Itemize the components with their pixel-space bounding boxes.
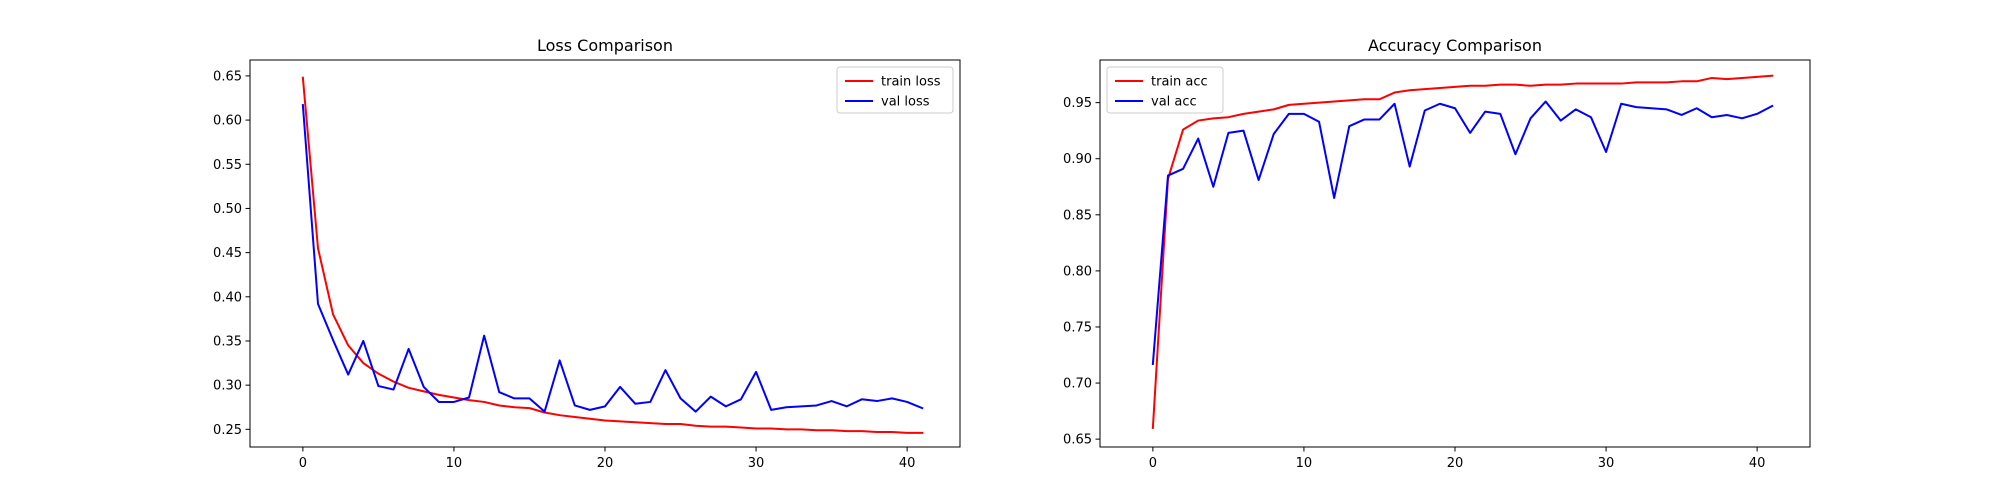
chart-1-xtick-label: 10 xyxy=(446,456,463,471)
chart-1-ytick-label: 0.25 xyxy=(213,423,242,438)
chart-1-ytick-label: 0.50 xyxy=(213,202,242,217)
chart-2: Accuracy Comparison 0 10 20 30 40 0.65 0.70 0.75… xyxy=(1063,36,1811,471)
chart-2-legend-label: val acc xyxy=(1151,95,1197,110)
chart-1-xtick-label: 0 xyxy=(299,456,307,471)
chart-1-ytick-label: 0.65 xyxy=(213,69,242,84)
chart-1-legend-label: val loss xyxy=(881,95,930,110)
chart-1-ytick-label: 0.40 xyxy=(213,290,242,305)
chart-2-series-val-acc-line xyxy=(1151,100,1774,366)
chart-2-xtick-label: 30 xyxy=(1598,456,1615,471)
chart-1-xtick-label: 30 xyxy=(748,456,765,471)
chart-1-xtick-label: 40 xyxy=(899,456,916,471)
chart-1: Loss Comparison 0 10 20 30 40 0.25 0.30 0.35 0.40… xyxy=(213,36,961,471)
chart-1-title: Loss Comparison xyxy=(537,36,673,55)
chart-2-xtick-label: 0 xyxy=(1149,456,1157,471)
chart-2-xtick-label: 20 xyxy=(1447,456,1464,471)
chart-2-ytick-label: 0.65 xyxy=(1063,433,1092,448)
chart-1-xtick-label: 20 xyxy=(597,456,614,471)
chart-2-legend-label: train acc xyxy=(1151,75,1208,90)
chart-1-axes-frame xyxy=(249,59,961,448)
chart-2-axes-frame xyxy=(1099,59,1811,448)
chart-1-ytick-label: 0.30 xyxy=(213,379,242,394)
chart-2-xtick-label: 40 xyxy=(1749,456,1766,471)
chart-1-series-val-loss-line xyxy=(301,103,924,413)
chart-1-ytick-label: 0.35 xyxy=(213,334,242,349)
chart-2-ytick-label: 0.80 xyxy=(1063,264,1092,279)
chart-2-legend: train acc val acc xyxy=(1106,66,1224,114)
chart-2-ytick-label: 0.70 xyxy=(1063,377,1092,392)
chart-1-series-train-loss-line xyxy=(301,76,924,434)
chart-1-legend-label: train loss xyxy=(881,75,941,90)
chart-2-series-train-acc-line xyxy=(1151,74,1774,429)
chart-2-ytick-label: 0.75 xyxy=(1063,320,1092,335)
chart-1-ytick-label: 0.55 xyxy=(213,158,242,173)
chart-2-plot-area xyxy=(1100,60,1810,447)
chart-1-legend: train loss val loss xyxy=(836,66,954,114)
chart-1-plot-area xyxy=(250,60,960,447)
chart-1-ytick-label: 0.45 xyxy=(213,246,242,261)
chart-1-ytick-label: 0.60 xyxy=(213,114,242,129)
chart-2-title: Accuracy Comparison xyxy=(1368,36,1542,55)
chart-2-ytick-label: 0.95 xyxy=(1063,96,1092,111)
chart-2-ytick-label: 0.90 xyxy=(1063,152,1092,167)
chart-2-xtick-label: 10 xyxy=(1296,456,1313,471)
chart-2-ytick-label: 0.85 xyxy=(1063,208,1092,223)
